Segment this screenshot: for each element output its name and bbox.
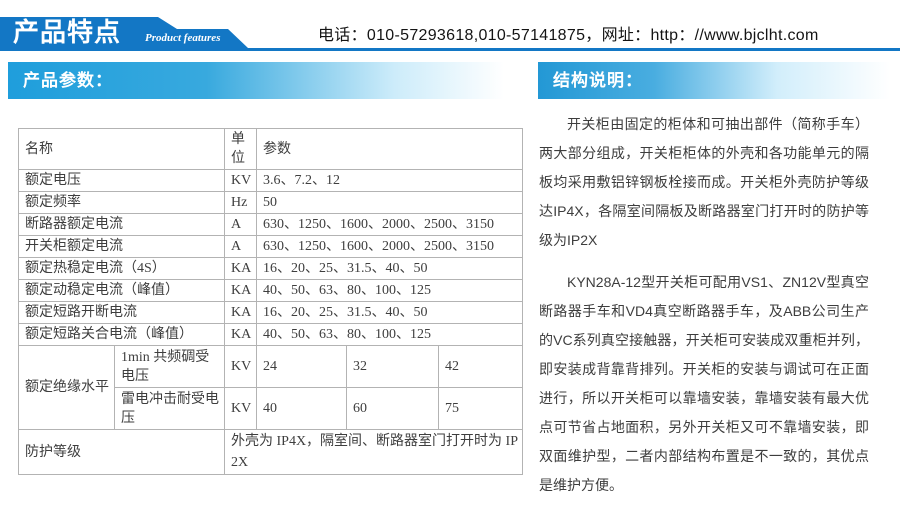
param-unit-cell: Hz — [224, 191, 257, 214]
param-value-cell: 630、1250、1600、2000、2500、3150 — [256, 235, 523, 258]
table-row: 额定电压 KV 3.6、7.2、12 — [18, 169, 523, 192]
param-unit-cell: A — [224, 213, 257, 236]
param-unit-cell: KA — [224, 323, 257, 346]
param-value-cell: 40 — [256, 387, 347, 430]
param-name-cell: 额定电压 — [18, 169, 225, 192]
param-unit-cell: KA — [224, 301, 257, 324]
param-value-cell: 40、50、63、80、100、125 — [256, 323, 523, 346]
param-name-cell: 额定短路关合电流（峰值） — [18, 323, 225, 346]
param-unit-cell: A — [224, 235, 257, 258]
header-divider — [0, 48, 900, 51]
param-value-cell: 42 — [438, 345, 523, 388]
param-unit-cell: KV — [224, 345, 257, 388]
param-value-cell: 32 — [346, 345, 439, 388]
param-value-cell: 16、20、25、31.5、40、50 — [256, 301, 523, 324]
param-unit-cell: KV — [224, 169, 257, 192]
column-header-unit: 单位 — [224, 128, 257, 170]
param-unit-cell: KV — [224, 387, 257, 430]
param-value-cell: 630、1250、1600、2000、2500、3150 — [256, 213, 523, 236]
param-value-cell: 40、50、63、80、100、125 — [256, 279, 523, 302]
table-header-row: 名称 单位 参数 — [18, 128, 523, 170]
page-header-banner: 产品特点 Product features — [0, 17, 248, 48]
table-row: 额定频率 Hz 50 — [18, 191, 523, 214]
page: { "colors": { "banner_blue": "#1377c5", … — [0, 17, 900, 493]
page-title: 产品特点 — [13, 17, 122, 47]
product-params-title: 产品参数： — [23, 71, 113, 90]
structure-paragraph: 开关柜由固定的柜体和可抽出部件（简称手车）两大部分组成，开关柜柜体的外壳和各功能… — [539, 116, 869, 248]
table-row-insulation-2: 雷电冲击耐受电压 KV 40 60 75 — [19, 387, 523, 430]
param-value-cell: 3.6、7.2、12 — [256, 169, 523, 192]
param-name-cell: 额定动稳定电流（峰值） — [18, 279, 225, 302]
param-value-cell: 24 — [256, 345, 347, 388]
table-row: 开关柜额定电流 A 630、1250、1600、2000、2500、3150 — [18, 235, 523, 258]
table-row: 额定短路开断电流 KA 16、20、25、31.5、40、50 — [18, 301, 523, 324]
structure-paragraph: KYN28A-12型开关柜可配用VS1、ZN12V型真空断路器手车和VD4真空断… — [539, 274, 869, 493]
table-row: 断路器额定电流 A 630、1250、1600、2000、2500、3150 — [18, 213, 523, 236]
page-subtitle: Product features — [145, 32, 221, 44]
param-value-cell: 60 — [346, 387, 439, 430]
product-params-table: 名称 单位 参数 额定电压 KV 3.6、7.2、12 额定频率 Hz 50 断… — [18, 128, 523, 475]
table-row: 额定动稳定电流（峰值） KA 40、50、63、80、100、125 — [18, 279, 523, 302]
structure-title: 结构说明： — [553, 71, 643, 90]
param-name-cell: 防护等级 — [18, 429, 225, 475]
param-name-cell: 1min 共频碉受电压 — [114, 345, 225, 388]
param-name-cell: 断路器额定电流 — [18, 213, 225, 236]
param-name-cell: 开关柜额定电流 — [18, 235, 225, 258]
structure-description: 开关柜由固定的柜体和可抽出部件（简称手车）两大部分组成，开关柜柜体的外壳和各功能… — [539, 110, 869, 513]
param-unit-cell: KA — [224, 257, 257, 280]
column-header-name: 名称 — [18, 128, 225, 170]
param-value-cell: 50 — [256, 191, 523, 214]
param-value-cell: 16、20、25、31.5、40、50 — [256, 257, 523, 280]
contact-info: 电话：010-57293618,010-57141875，网址：http：//w… — [318, 27, 819, 44]
param-name-cell: 额定热稳定电流（4S） — [18, 257, 225, 280]
table-row-protection: 防护等级 外壳为 IP4X，隔室间、断路器室门打开时为 IP2X — [18, 429, 523, 475]
param-name-cell: 额定频率 — [18, 191, 225, 214]
section-header-product-params: 产品参数： — [8, 62, 504, 99]
param-value-cell: 75 — [438, 387, 523, 430]
param-unit-cell: KA — [224, 279, 257, 302]
column-header-param: 参数 — [256, 128, 523, 170]
table-row: 额定短路关合电流（峰值） KA 40、50、63、80、100、125 — [18, 323, 523, 346]
table-row-insulation-1: 额定绝缘水平 1min 共频碉受电压 KV 24 32 42 — [18, 345, 523, 430]
param-name-cell: 额定短路开断电流 — [18, 301, 225, 324]
table-row: 额定热稳定电流（4S） KA 16、20、25、31.5、40、50 — [18, 257, 523, 280]
insulation-group-label-cell: 额定绝缘水平 — [18, 345, 115, 430]
section-header-structure: 结构说明： — [538, 62, 890, 99]
param-value-cell: 外壳为 IP4X，隔室间、断路器室门打开时为 IP2X — [224, 429, 523, 475]
param-name-cell: 雷电冲击耐受电压 — [114, 387, 225, 430]
